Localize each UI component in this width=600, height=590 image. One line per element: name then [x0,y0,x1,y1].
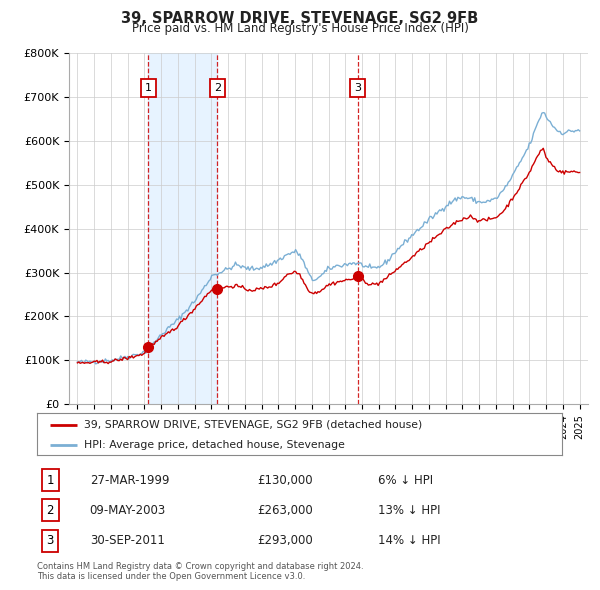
Text: 2: 2 [214,83,221,93]
Text: Price paid vs. HM Land Registry's House Price Index (HPI): Price paid vs. HM Land Registry's House … [131,22,469,35]
Text: 27-MAR-1999: 27-MAR-1999 [90,474,169,487]
Text: 3: 3 [354,83,361,93]
Text: 14% ↓ HPI: 14% ↓ HPI [379,534,441,547]
Text: 39, SPARROW DRIVE, STEVENAGE, SG2 9FB (detached house): 39, SPARROW DRIVE, STEVENAGE, SG2 9FB (d… [85,420,422,430]
Text: £293,000: £293,000 [258,534,313,547]
Text: £263,000: £263,000 [258,504,313,517]
Text: 6% ↓ HPI: 6% ↓ HPI [379,474,434,487]
Text: Contains HM Land Registry data © Crown copyright and database right 2024.: Contains HM Land Registry data © Crown c… [37,562,364,571]
Text: 2: 2 [47,504,54,517]
Text: £130,000: £130,000 [258,474,313,487]
Text: 3: 3 [47,534,54,547]
Text: 30-SEP-2011: 30-SEP-2011 [90,534,164,547]
Text: 1: 1 [145,83,152,93]
Text: 09-MAY-2003: 09-MAY-2003 [90,504,166,517]
Text: 1: 1 [47,474,54,487]
Text: 13% ↓ HPI: 13% ↓ HPI [379,504,441,517]
Text: This data is licensed under the Open Government Licence v3.0.: This data is licensed under the Open Gov… [37,572,305,581]
Text: HPI: Average price, detached house, Stevenage: HPI: Average price, detached house, Stev… [85,440,346,450]
Text: 39, SPARROW DRIVE, STEVENAGE, SG2 9FB: 39, SPARROW DRIVE, STEVENAGE, SG2 9FB [121,11,479,25]
Bar [148,53,217,404]
